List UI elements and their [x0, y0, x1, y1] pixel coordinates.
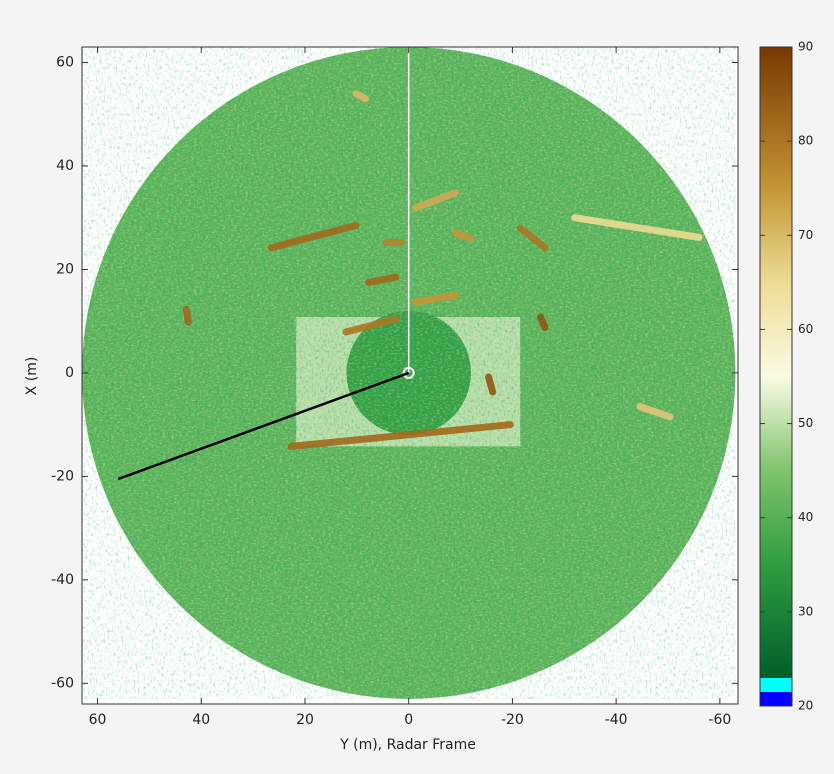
- colorbar-tick-label: 80: [798, 134, 813, 148]
- x-tick-label: 0: [404, 712, 413, 728]
- streak: [267, 221, 360, 252]
- beam-line: [117, 371, 410, 481]
- streak: [365, 273, 400, 286]
- colorbar-tick-label: 40: [798, 510, 813, 524]
- x-tick-label: 40: [192, 712, 210, 728]
- y-tick-label: 60: [56, 55, 74, 71]
- plot-frame: [81, 46, 739, 705]
- x-tick-label: 60: [89, 712, 107, 728]
- streak: [636, 403, 674, 421]
- y-tick-label: -40: [51, 572, 74, 588]
- streak: [571, 214, 703, 241]
- y-tick-label: 0: [65, 365, 74, 381]
- origin-marker: [402, 366, 415, 379]
- streak: [485, 373, 497, 396]
- streak: [342, 315, 400, 336]
- y-axis-label: X (m): [24, 357, 40, 396]
- colorbar-tick-label: 60: [798, 322, 813, 336]
- streak: [516, 224, 549, 252]
- x-axis-label: Y (m), Radar Frame: [339, 737, 476, 753]
- radar-image: [82, 47, 736, 699]
- streak: [182, 305, 192, 326]
- colorbar-tick-label: 50: [798, 416, 813, 430]
- y-tick-label: -20: [51, 468, 74, 484]
- x-tick-label: -40: [605, 712, 628, 728]
- streak: [411, 189, 459, 212]
- streak: [287, 421, 514, 450]
- colorbar-tick-label: 30: [798, 604, 813, 618]
- colorbar-tick-label: 20: [798, 699, 813, 713]
- colorbar: [759, 46, 793, 707]
- colorbar-tick-label: 70: [798, 228, 813, 242]
- x-tick-label: -20: [501, 712, 524, 728]
- y-tick-label: 40: [56, 158, 74, 174]
- streak: [411, 291, 459, 306]
- colorbar-tick-label: 90: [798, 40, 813, 54]
- y-tick-label: -60: [51, 675, 74, 691]
- y-tick-label: 20: [56, 261, 74, 277]
- x-tick-label: 20: [296, 712, 314, 728]
- streak: [536, 313, 549, 331]
- streak: [451, 229, 475, 242]
- streak: [352, 90, 370, 103]
- x-tick-label: -60: [708, 712, 731, 728]
